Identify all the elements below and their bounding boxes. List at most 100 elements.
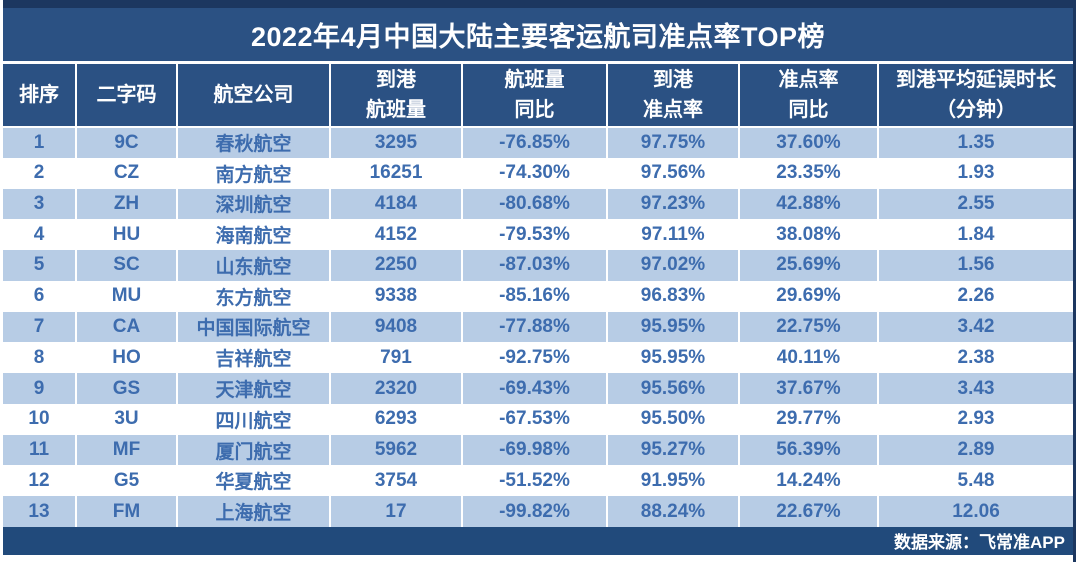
- table-cell: 南方航空: [176, 157, 330, 189]
- data-source-label: 数据来源：飞常准APP: [894, 533, 1065, 553]
- table-row: 6 MU 东方航空 9338 -85.16% 96.83% 29.69% 2.26: [3, 280, 1073, 312]
- table-cell: 22.67%: [738, 496, 878, 527]
- table-cell: 2320: [329, 373, 462, 404]
- column-header: 二字码: [75, 64, 177, 128]
- column-header: 到港平均延误时长 （分钟）: [877, 64, 1073, 128]
- table-cell: 56.39%: [738, 434, 878, 466]
- table-cell: -77.88%: [461, 311, 607, 343]
- table-row: 1 9C 春秋航空 3295 -76.85% 97.75% 37.60% 1.35: [3, 127, 1073, 158]
- table-cell: 37.67%: [738, 373, 878, 404]
- table-cell: 中国国际航空: [176, 311, 330, 343]
- table-cell: 深圳航空: [176, 188, 330, 220]
- top-border-strip: [3, 0, 1073, 8]
- table-header-row: 排序 二字码 航空公司 到港 航班量 航班量 同比 到港 准点率 准点率 同比 到港平均延误时…: [3, 64, 1073, 128]
- column-header: 航班量 同比: [461, 64, 607, 128]
- table-cell: 东方航空: [176, 280, 330, 312]
- column-header: 到港 准点率: [606, 64, 739, 128]
- page-title: 2022年4月中国大陆主要客运航司准点率TOP榜: [250, 22, 826, 52]
- table-cell: 3754: [329, 465, 462, 497]
- table-cell: 97.11%: [606, 219, 739, 251]
- table-cell: -79.53%: [461, 219, 607, 251]
- table-cell: 11: [3, 434, 76, 466]
- table-cell: 厦门航空: [176, 434, 330, 466]
- table-cell: 2250: [329, 250, 462, 281]
- table-cell: 3.42: [877, 311, 1073, 343]
- table-cell: 9: [3, 373, 76, 404]
- table-cell: 吉祥航空: [176, 342, 330, 374]
- table-cell: -87.03%: [461, 250, 607, 281]
- table-cell: 2.89: [877, 434, 1073, 466]
- table-cell: 95.95%: [606, 342, 739, 374]
- table-cell: 95.50%: [606, 403, 739, 435]
- table-row: 7 CA 中国国际航空 9408 -77.88% 95.95% 22.75% 3.42: [3, 311, 1073, 343]
- table-cell: 2: [3, 157, 76, 189]
- table-cell: 97.75%: [606, 127, 739, 158]
- table-cell: 9C: [75, 127, 177, 158]
- table-cell: 29.69%: [738, 280, 878, 312]
- table-cell: 4152: [329, 219, 462, 251]
- table-cell: 95.27%: [606, 434, 739, 466]
- table-row: 3 ZH 深圳航空 4184 -80.68% 97.23% 42.88% 2.55: [3, 188, 1073, 220]
- table-cell: 95.95%: [606, 311, 739, 343]
- table-cell: 3U: [75, 403, 177, 435]
- table-cell: 天津航空: [176, 373, 330, 404]
- table-header: 排序 二字码 航空公司 到港 航班量 航班量 同比 到港 准点率 准点率 同比 到港平均延误时…: [3, 64, 1073, 128]
- table-cell: -69.98%: [461, 434, 607, 466]
- column-header: 到港 航班量: [329, 64, 462, 128]
- table-cell: 2.26: [877, 280, 1073, 312]
- table-row: 12 G5 华夏航空 3754 -51.52% 91.95% 14.24% 5.48: [3, 465, 1073, 497]
- table-cell: 2.55: [877, 188, 1073, 220]
- table-cell: CA: [75, 311, 177, 343]
- table-cell: 5962: [329, 434, 462, 466]
- table-cell: 7: [3, 311, 76, 343]
- table-cell: SC: [75, 250, 177, 281]
- punctuality-rank-table: 排序 二字码 航空公司 到港 航班量 航班量 同比 到港 准点率 准点率 同比 到港平均延误时…: [3, 64, 1073, 527]
- table-cell: 5.48: [877, 465, 1073, 497]
- table-cell: 华夏航空: [176, 465, 330, 497]
- column-header: 排序: [3, 64, 76, 128]
- table-cell: 12: [3, 465, 76, 497]
- table-row: 5 SC 山东航空 2250 -87.03% 97.02% 25.69% 1.56: [3, 250, 1073, 281]
- table-cell: 10: [3, 403, 76, 435]
- table-cell: 13: [3, 496, 76, 527]
- table-cell: 791: [329, 342, 462, 374]
- table-row: 10 3U 四川航空 6293 -67.53% 95.50% 29.77% 2.93: [3, 403, 1073, 435]
- table-cell: -69.43%: [461, 373, 607, 404]
- table-cell: FM: [75, 496, 177, 527]
- table-cell: 88.24%: [606, 496, 739, 527]
- table-cell: -67.53%: [461, 403, 607, 435]
- table-cell: 37.60%: [738, 127, 878, 158]
- table-cell: HO: [75, 342, 177, 374]
- table-cell: ZH: [75, 188, 177, 220]
- table-cell: 97.23%: [606, 188, 739, 220]
- table-cell: 29.77%: [738, 403, 878, 435]
- table-cell: 91.95%: [606, 465, 739, 497]
- table-cell: 山东航空: [176, 250, 330, 281]
- table-cell: 97.56%: [606, 157, 739, 189]
- ranking-table-panel: 2022年4月中国大陆主要客运航司准点率TOP榜 排序 二字码 航空公司 到港 航班量…: [3, 0, 1076, 562]
- table-cell: 四川航空: [176, 403, 330, 435]
- column-header: 准点率 同比: [738, 64, 878, 128]
- table-cell: 9408: [329, 311, 462, 343]
- table-cell: 4184: [329, 188, 462, 220]
- footer-bar: 数据来源：飞常准APP: [3, 526, 1073, 555]
- table-cell: 8: [3, 342, 76, 374]
- table-row: 4 HU 海南航空 4152 -79.53% 97.11% 38.08% 1.84: [3, 219, 1073, 251]
- table-row: 8 HO 吉祥航空 791 -92.75% 95.95% 40.11% 2.38: [3, 342, 1073, 374]
- table-cell: 1.84: [877, 219, 1073, 251]
- table-cell: 5: [3, 250, 76, 281]
- table-cell: 12.06: [877, 496, 1073, 527]
- table-cell: 1.93: [877, 157, 1073, 189]
- table-cell: 17: [329, 496, 462, 527]
- table-cell: 1: [3, 127, 76, 158]
- table-cell: -76.85%: [461, 127, 607, 158]
- table-cell: -99.82%: [461, 496, 607, 527]
- table-cell: 14.24%: [738, 465, 878, 497]
- table-cell: 42.88%: [738, 188, 878, 220]
- table-cell: 2.93: [877, 403, 1073, 435]
- table-cell: 6293: [329, 403, 462, 435]
- table-cell: 25.69%: [738, 250, 878, 281]
- table-cell: 22.75%: [738, 311, 878, 343]
- title-bar: 2022年4月中国大陆主要客运航司准点率TOP榜: [3, 8, 1073, 64]
- table-cell: 6: [3, 280, 76, 312]
